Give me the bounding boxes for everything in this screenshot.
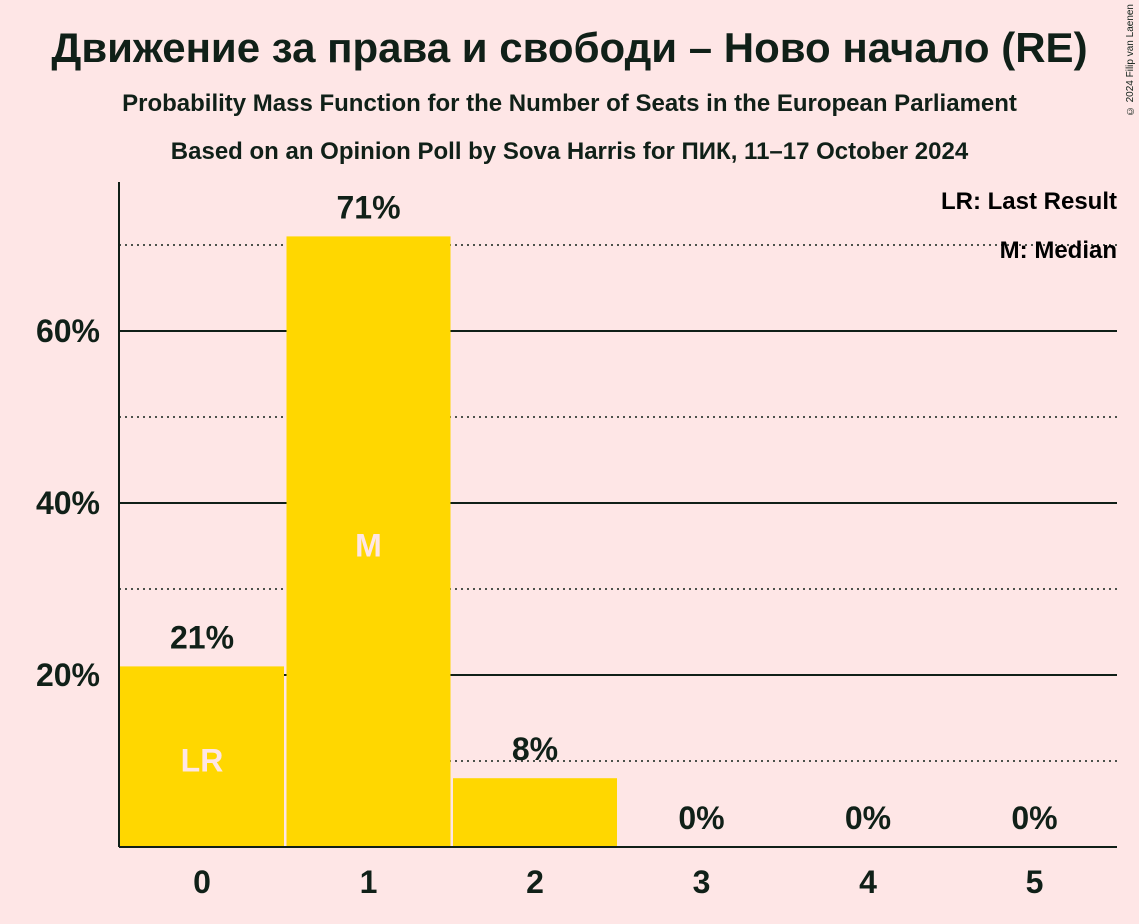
axes <box>118 182 1117 848</box>
chart-subtitle: Probability Mass Function for the Number… <box>122 90 1017 117</box>
x-tick-label: 3 <box>693 864 711 900</box>
y-tick-label: 60% <box>36 313 100 349</box>
legend-median: M: Median <box>1000 237 1117 264</box>
chart-source: Based on an Opinion Poll by Sova Harris … <box>170 138 969 165</box>
bar-marker-m: M <box>355 527 382 563</box>
value-label: 71% <box>336 189 400 225</box>
bar-1 <box>286 236 451 847</box>
value-label: 0% <box>845 800 891 836</box>
value-label: 0% <box>1011 800 1057 836</box>
bar-0 <box>120 666 284 847</box>
x-tick-label: 1 <box>360 864 378 900</box>
x-tick-label: 0 <box>193 864 211 900</box>
bar-2 <box>453 778 617 847</box>
x-tick-label: 5 <box>1026 864 1044 900</box>
y-tick-label: 40% <box>36 485 100 521</box>
x-tick-label: 2 <box>526 864 544 900</box>
bar-marker-lr: LR <box>181 742 224 778</box>
value-label: 0% <box>678 800 724 836</box>
legend-last-result: LR: Last Result <box>941 188 1117 215</box>
grid-lines <box>119 244 1117 762</box>
y-tick-label: 20% <box>36 657 100 693</box>
bars <box>120 236 617 847</box>
chart-title: Движение за права и свободи – Ново начал… <box>51 24 1088 71</box>
x-tick-label: 4 <box>859 864 877 900</box>
value-label: 21% <box>170 619 234 655</box>
value-label: 8% <box>512 731 558 767</box>
